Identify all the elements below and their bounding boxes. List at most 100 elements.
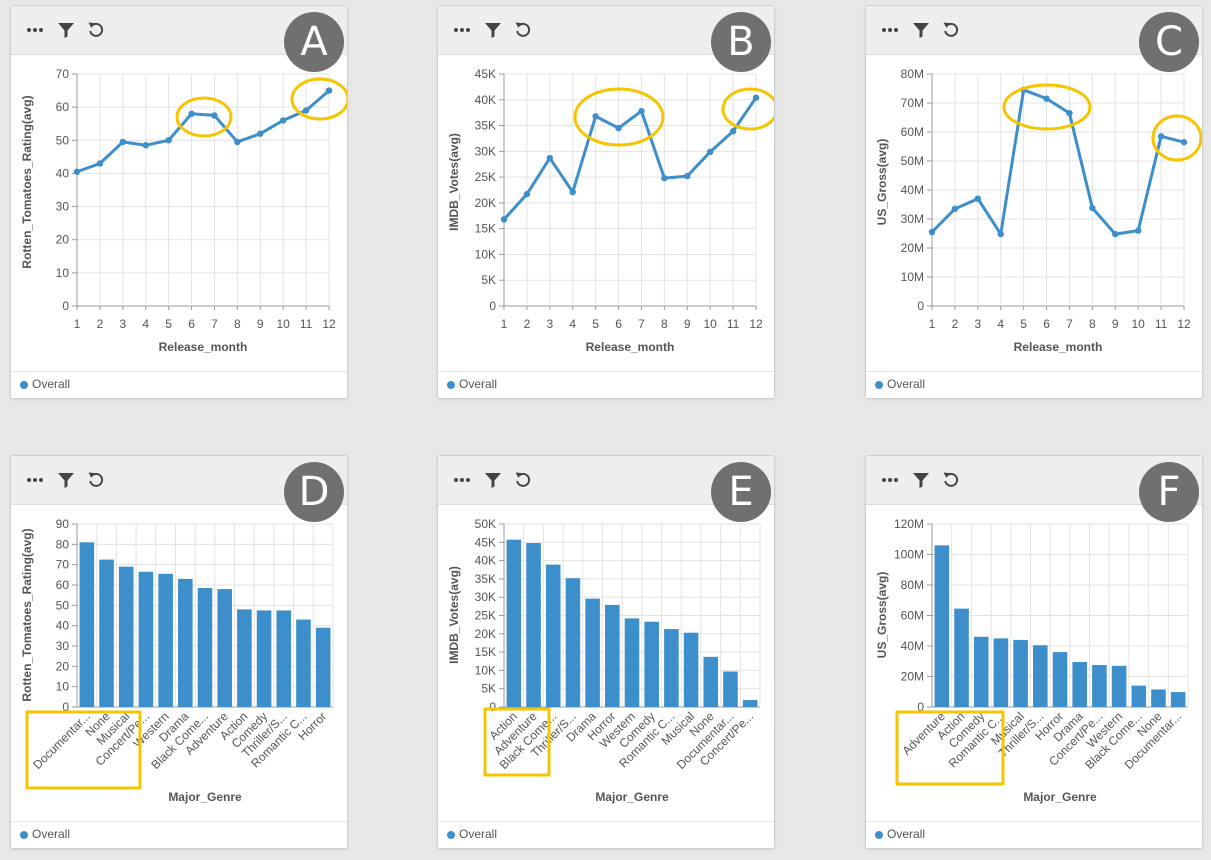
y-tick-label: 5K	[481, 273, 496, 287]
bar	[158, 573, 173, 707]
x-tick-label: 8	[234, 317, 241, 331]
panel-badge: A	[284, 12, 344, 72]
legend-swatch	[875, 381, 883, 389]
chart-legend: Overall	[438, 821, 774, 848]
x-tick-label: 2	[97, 317, 104, 331]
highlight-ellipse	[175, 96, 233, 138]
bar	[1092, 665, 1107, 707]
data-point	[523, 190, 531, 198]
y-tick-label: 70	[56, 67, 70, 81]
x-tick-label: 6	[615, 317, 622, 331]
y-axis-title: US_Gross(avg)	[875, 572, 889, 659]
bar	[1072, 662, 1087, 707]
y-tick-label: 40	[56, 619, 70, 633]
legend-label[interactable]: Overall	[887, 377, 926, 391]
highlight-box	[895, 710, 1005, 786]
bar	[99, 559, 114, 707]
y-tick-label: 0	[917, 700, 924, 714]
reset-icon[interactable]	[86, 470, 106, 490]
chart-legend: Overall	[11, 821, 347, 848]
more-icon[interactable]	[880, 20, 900, 40]
y-tick-label: 60M	[901, 609, 924, 623]
x-tick-label: Documentar...	[30, 709, 93, 772]
y-axis-title: IMDB_Votes(avg)	[447, 566, 461, 664]
more-icon[interactable]	[452, 20, 472, 40]
reset-icon[interactable]	[513, 470, 533, 490]
y-tick-label: 35K	[475, 119, 496, 133]
panel-badge: C	[1139, 12, 1199, 72]
data-point	[546, 154, 554, 162]
bar	[993, 638, 1009, 707]
x-tick-label: 4	[142, 317, 149, 331]
chart-plot: 0102030405060708090Documentar...NoneMusi…	[20, 517, 334, 804]
legend-label[interactable]: Overall	[32, 827, 71, 841]
filter-icon[interactable]	[483, 470, 503, 490]
data-point	[951, 205, 959, 213]
data-point	[1180, 138, 1188, 146]
y-axis-title: US_Gross(avg)	[875, 139, 889, 226]
data-point	[706, 148, 714, 156]
more-icon[interactable]	[25, 470, 45, 490]
x-tick-label: 12	[322, 317, 336, 331]
x-tick-label: 3	[546, 317, 553, 331]
x-tick-label: 4	[997, 317, 1004, 331]
reset-icon[interactable]	[941, 470, 961, 490]
y-tick-label: 25K	[475, 609, 496, 623]
legend-label[interactable]: Overall	[459, 377, 498, 391]
y-axis-title: IMDB_Votes(avg)	[447, 133, 461, 231]
y-tick-label: 15K	[475, 645, 496, 659]
filter-icon[interactable]	[483, 20, 503, 40]
y-tick-label: 120M	[894, 517, 924, 531]
filter-icon[interactable]	[911, 470, 931, 490]
bar	[565, 578, 581, 707]
filter-icon[interactable]	[56, 20, 76, 40]
bar	[506, 539, 522, 707]
data-point	[1043, 95, 1050, 102]
x-tick-label: 1	[74, 317, 81, 331]
y-tick-label: 60	[56, 100, 70, 114]
more-icon[interactable]	[452, 470, 472, 490]
x-tick-label: 10	[1132, 317, 1146, 331]
legend-label[interactable]: Overall	[32, 377, 71, 391]
y-tick-label: 80M	[901, 578, 924, 592]
legend-swatch	[20, 381, 28, 389]
data-point	[997, 230, 1004, 238]
y-tick-label: 10K	[475, 247, 496, 261]
x-tick-label: 1	[501, 317, 508, 331]
y-axis-title: Rotten_Tomatoes_Rating(avg)	[20, 95, 34, 268]
bar	[1170, 692, 1186, 707]
reset-icon[interactable]	[513, 20, 533, 40]
bar	[1131, 685, 1147, 707]
panel-badge: E	[711, 462, 771, 522]
data-point	[615, 124, 622, 132]
y-tick-label: 0	[62, 700, 69, 714]
legend-label[interactable]: Overall	[887, 827, 926, 841]
more-icon[interactable]	[880, 470, 900, 490]
bar	[118, 566, 134, 707]
more-icon[interactable]	[25, 20, 45, 40]
filter-icon[interactable]	[911, 20, 931, 40]
filter-icon[interactable]	[56, 470, 76, 490]
bar	[703, 656, 719, 707]
data-point	[279, 117, 287, 124]
y-tick-label: 30K	[475, 590, 496, 604]
y-tick-label: 20	[56, 659, 70, 673]
x-tick-label: 2	[524, 317, 531, 331]
data-point	[638, 107, 645, 115]
bar	[138, 571, 154, 707]
y-tick-label: 20M	[901, 670, 924, 684]
highlight-ellipse	[721, 87, 774, 131]
y-tick-label: 90	[56, 517, 70, 531]
bar	[954, 608, 969, 707]
series-line	[76, 89, 330, 174]
legend-label[interactable]: Overall	[459, 827, 498, 841]
reset-icon[interactable]	[86, 20, 106, 40]
x-axis-title: Release_month	[159, 340, 248, 354]
y-tick-label: 20	[56, 233, 70, 247]
data-point	[974, 195, 982, 202]
highlight-ellipse	[573, 87, 665, 147]
reset-icon[interactable]	[941, 20, 961, 40]
data-point	[684, 172, 691, 180]
y-tick-label: 60M	[901, 125, 924, 139]
y-tick-label: 30	[56, 639, 70, 653]
